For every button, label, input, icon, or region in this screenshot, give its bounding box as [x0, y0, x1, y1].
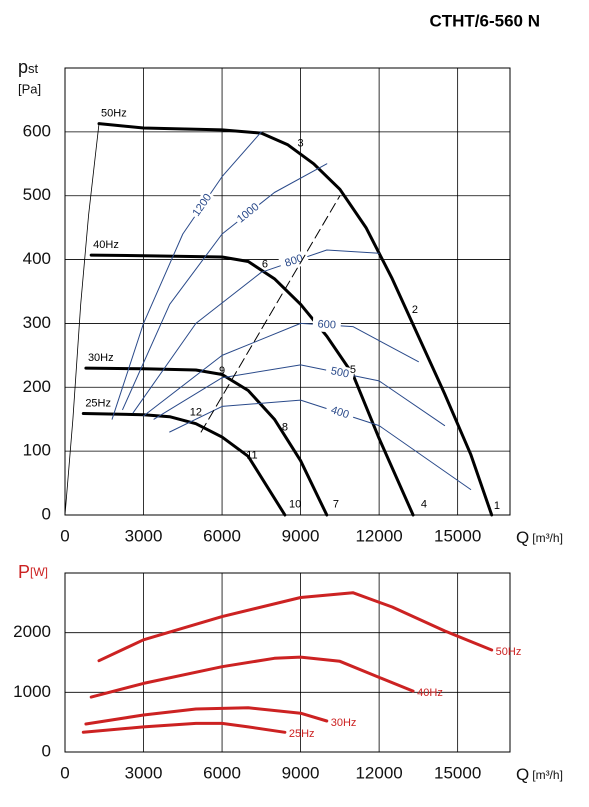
- series-label-bg: [324, 363, 355, 383]
- curve: [97, 591, 494, 663]
- series-label-bg: [278, 250, 310, 273]
- y-tick-label: 0: [42, 741, 51, 760]
- point-label: 3: [298, 137, 304, 149]
- x-tick-label: 15000: [434, 526, 481, 545]
- point-label: 7: [333, 499, 339, 511]
- curve: [169, 399, 472, 490]
- x-axis-unit: [m³/h]: [532, 531, 563, 545]
- series-label-group: 1200: [188, 189, 217, 221]
- series-label-bg: [232, 199, 264, 228]
- series-label-group: 400: [324, 401, 356, 424]
- y-tick-label: 200: [23, 377, 51, 396]
- x-tick-label: 3000: [125, 526, 163, 545]
- curve: [81, 721, 287, 734]
- curve: [132, 249, 380, 414]
- y-tick-label: 0: [42, 504, 51, 523]
- point-label: 12: [190, 407, 202, 419]
- x-tick-label: 12000: [355, 763, 402, 782]
- x-tick-label: 3000: [125, 763, 163, 782]
- series-label: 400: [329, 404, 350, 421]
- y-axis-label-main: p: [18, 57, 28, 77]
- x-tick-label: 9000: [282, 763, 320, 782]
- series-label-bg: [188, 189, 217, 221]
- curve: [84, 706, 329, 726]
- point-label: 4: [421, 499, 427, 511]
- series-label: 50Hz: [496, 646, 522, 658]
- y-axis-label: pst: [18, 57, 39, 77]
- curve: [200, 195, 341, 433]
- curve: [122, 163, 328, 411]
- series-label: 500: [330, 365, 350, 380]
- y-tick-label: 1000: [13, 682, 51, 701]
- curve: [64, 123, 100, 516]
- series-label: 800: [283, 252, 304, 269]
- x-tick-label: 15000: [434, 763, 481, 782]
- point-label: 5: [350, 364, 356, 376]
- x-axis-label-main: Q: [516, 765, 529, 784]
- y-axis-label-sub: st: [28, 61, 39, 76]
- series-label: 30Hz: [88, 352, 114, 364]
- series-label-group: 500: [324, 363, 355, 383]
- y-tick-label: 600: [23, 121, 51, 140]
- point-label: 8: [282, 421, 288, 433]
- series-label: 40Hz: [417, 687, 443, 699]
- series-label: 30Hz: [331, 717, 357, 729]
- curve: [143, 322, 419, 417]
- series-label-group: 1000: [232, 199, 264, 228]
- x-axis-label: Q [m³/h]: [516, 528, 563, 547]
- y-tick-label: 2000: [13, 622, 51, 641]
- x-axis-label-main: Q: [516, 528, 529, 547]
- x-tick-label: 6000: [203, 763, 241, 782]
- curve: [84, 366, 329, 517]
- point-label: 11: [246, 450, 257, 462]
- x-tick-label: 0: [60, 763, 69, 782]
- curve: [89, 655, 415, 699]
- x-tick-label: 9000: [282, 526, 320, 545]
- point-label: 10: [289, 499, 301, 511]
- point-label: 6: [262, 259, 268, 271]
- series-label-group: 800: [278, 250, 310, 273]
- curve: [89, 253, 415, 517]
- series-label: 50Hz: [101, 107, 127, 119]
- series-label: 600: [317, 318, 336, 331]
- series-label-group: 600: [312, 317, 342, 333]
- curve: [153, 364, 446, 427]
- x-tick-label: 6000: [203, 526, 241, 545]
- y-tick-label: 100: [23, 441, 51, 460]
- curve: [97, 122, 494, 517]
- y-axis-unit: [W]: [30, 565, 48, 579]
- point-label: 1: [494, 500, 500, 512]
- y-axis-label-main: P: [18, 562, 30, 582]
- x-axis-unit: [m³/h]: [532, 768, 563, 782]
- x-tick-label: 12000: [355, 526, 402, 545]
- y-axis-label: P[W]: [18, 562, 48, 582]
- chart-title: CTHT/6-560 N: [429, 11, 540, 30]
- series-label: 25Hz: [85, 397, 111, 409]
- y-tick-label: 300: [23, 313, 51, 332]
- series-label: 25Hz: [289, 728, 315, 740]
- series-label-bg: [324, 401, 356, 424]
- point-label: 9: [219, 365, 225, 377]
- point-label: 2: [412, 304, 418, 316]
- y-axis-unit: [Pa]: [18, 81, 41, 96]
- curve: [81, 412, 287, 517]
- curve: [111, 131, 262, 420]
- y-tick-label: 500: [23, 185, 51, 204]
- x-tick-label: 0: [60, 526, 69, 545]
- series-label: 40Hz: [93, 239, 119, 251]
- x-axis-label: Q [m³/h]: [516, 765, 563, 784]
- y-tick-label: 400: [23, 249, 51, 268]
- series-label-bg: [312, 317, 342, 333]
